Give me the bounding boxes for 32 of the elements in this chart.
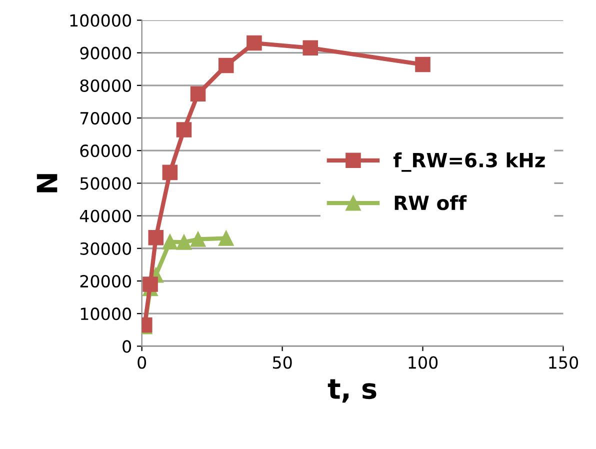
y-tick-label: 0 [122, 340, 132, 353]
y-tick-label: 40000 [80, 210, 132, 222]
y-tick-label: 100000 [70, 14, 132, 27]
point [162, 164, 178, 180]
y-tick-label: 80000 [80, 79, 132, 92]
point [162, 234, 178, 250]
y-tick-label: 70000 [80, 112, 132, 125]
point [246, 35, 262, 51]
point [190, 86, 206, 102]
y-axis-title: N [36, 174, 58, 192]
x-tick-label: 150 [549, 356, 578, 369]
x-tick-label: 100 [408, 356, 438, 369]
y-tick-label: 10000 [80, 308, 132, 320]
legend-label: RW off [394, 195, 467, 210]
point [415, 56, 430, 72]
legend-label: f_RW=6.3 kHz [393, 152, 545, 172]
x-tick-label: 0 [138, 356, 146, 369]
y-tick-label: 30000 [80, 242, 132, 255]
y-tick-label: 90000 [80, 46, 132, 60]
point [176, 234, 192, 250]
point [302, 40, 318, 56]
point [142, 276, 158, 292]
y-tick-label: 60000 [80, 144, 132, 158]
x-axis-title: t, s [328, 379, 376, 403]
y-tick-label: 50000 [80, 177, 132, 190]
point [148, 230, 164, 246]
point [176, 122, 192, 138]
y-tick-label: 20000 [80, 274, 132, 288]
x-tick-label: 50 [272, 356, 292, 369]
point [218, 58, 234, 74]
point [218, 230, 234, 246]
point [190, 232, 206, 247]
